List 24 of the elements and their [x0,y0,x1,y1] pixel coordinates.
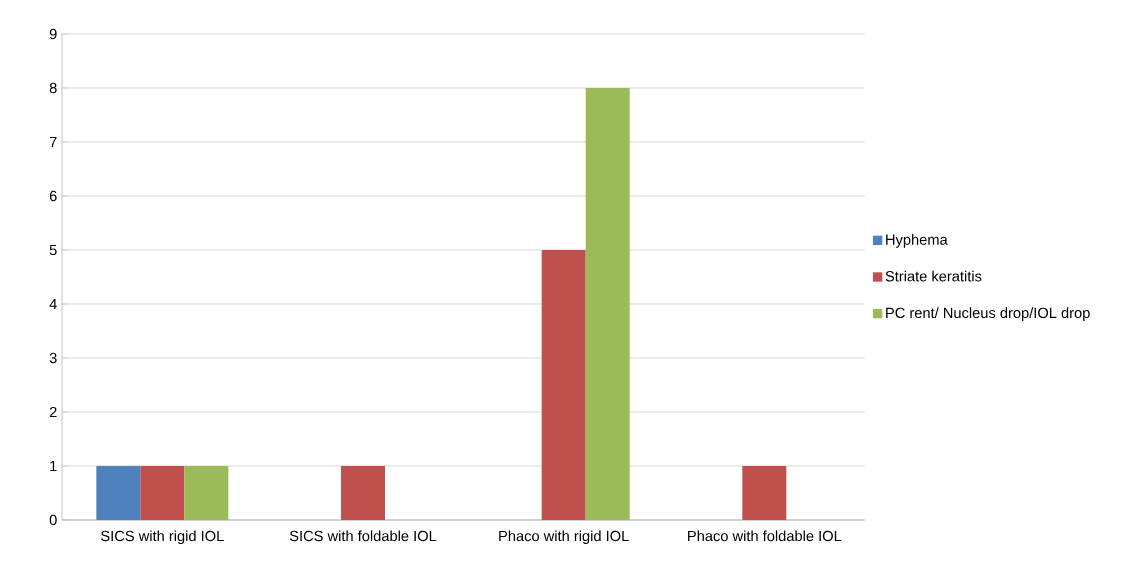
legend-label: PC rent/ Nucleus drop/IOL drop [886,307,1090,321]
y-tick-label: 5 [49,244,57,256]
bar [341,465,386,520]
x-tick-label: SICS with rigid IOL [101,530,224,545]
bar [541,249,586,520]
legend-label: Hyphema [886,234,948,248]
y-tick-label: 1 [50,460,57,472]
x-tick-label: Phaco with rigid IOL [499,530,629,545]
x-tick-label: Phaco with foldable IOL [688,530,842,542]
y-tick-label: 9 [49,28,57,40]
legend-label: Striate keratitis [885,270,982,282]
y-tick-label: 3 [49,352,57,364]
y-tick-label: 6 [49,190,57,202]
y-tick-label: 7 [49,136,57,148]
bar [140,465,185,520]
y-tick-label: 4 [49,298,57,310]
y-tick-label: 2 [49,406,57,418]
bar [96,465,141,520]
bar [742,465,787,520]
y-tick-label: 8 [49,82,57,94]
bar [585,87,630,520]
bar [184,465,229,520]
x-tick-label: SICS with foldable IOL [289,530,437,542]
y-tick-label: 0 [49,514,57,526]
